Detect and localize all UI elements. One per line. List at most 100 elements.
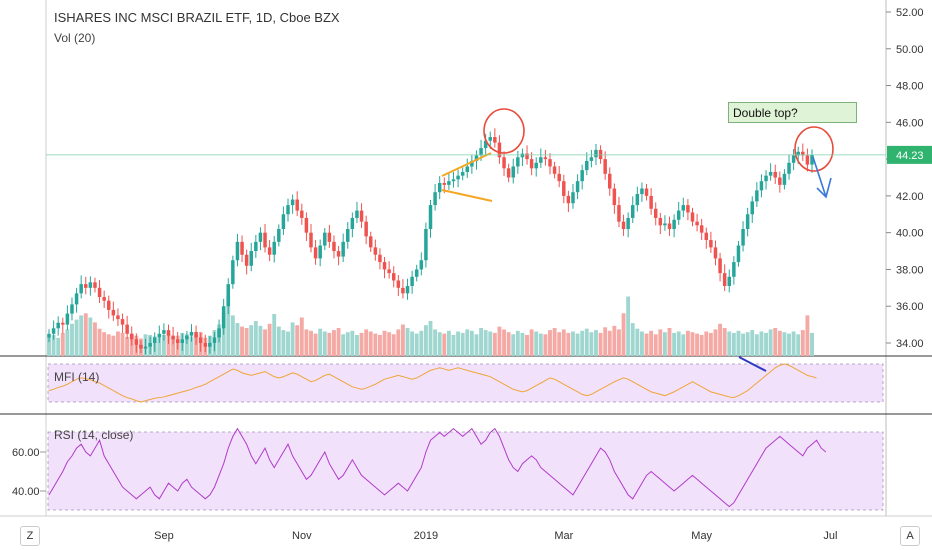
volume-bar [465,329,470,356]
candle [755,190,759,202]
volume-bar [396,329,401,356]
zoom-button[interactable]: Z [20,526,40,546]
candle [373,247,378,255]
volume-bar [272,314,277,356]
volume-bar [106,334,111,356]
frames [0,0,932,517]
annotations [441,108,834,372]
candle [727,276,732,286]
candle [194,331,198,338]
candle [617,205,621,222]
volume-bar [350,330,355,356]
volume-bar [322,331,327,356]
volume-bar [640,331,644,356]
candle [327,232,332,242]
candle [272,241,276,255]
candle [300,210,304,218]
volume-bar [341,334,346,356]
candle [529,159,534,169]
volume-bar [437,332,442,356]
triangle-upper-line [441,152,492,177]
candle [451,179,456,182]
candle [203,343,208,347]
volume-bar [525,335,529,356]
candle [382,262,387,270]
volume-bar [777,330,782,356]
top-circle-1 [483,108,525,154]
candle [125,324,129,334]
volume-bar [557,332,562,356]
double-top-note: Double top? [728,102,857,123]
candle [764,175,768,182]
volume-bar [405,328,410,356]
candle [695,221,699,226]
volume-bar [423,325,428,356]
volume-bar [492,332,497,356]
volume-bar [745,332,750,356]
volume-bar [460,332,465,356]
down-arrow-head-icon [816,177,832,199]
volume-bar [258,325,263,356]
volume-bar [327,332,332,356]
volume-bar [594,330,598,356]
candle [313,247,318,259]
candle [580,170,584,182]
volume-bar [681,334,686,356]
volume-bar [483,330,488,356]
volume-bar [552,328,557,356]
candle [323,232,327,246]
candle [801,151,805,156]
volume-bar [116,331,120,356]
volume-bar [226,296,231,356]
volume-bar [612,325,617,356]
candle [732,262,736,277]
volume-bar [782,332,787,356]
candle [56,322,60,329]
candle [84,284,88,288]
candle [359,210,364,222]
candle [405,285,410,294]
volume-bar [469,330,474,356]
rsi-tick-label: 40.00 [12,486,40,498]
candle [277,228,281,242]
volume-bar [125,337,130,356]
candle [295,199,299,211]
candle [759,181,764,191]
volume-bar [658,329,663,356]
volume-bar [548,330,552,356]
volume-bar [97,328,102,356]
volume-bar [446,330,451,356]
candle [787,162,791,174]
volume-bar [635,328,640,356]
candle [672,219,676,229]
candle [185,335,189,340]
time-tick-label: Sep [154,530,174,542]
candle [47,333,51,338]
candle [483,140,488,149]
candle [575,181,580,193]
candle [437,183,442,193]
candles [47,128,814,355]
candle [594,149,598,158]
volume-bar [161,335,166,356]
volume-bar [419,330,424,356]
candle [525,153,529,160]
price-tick-label: 36.00 [896,301,924,313]
candle [534,162,538,169]
volume-bar [171,337,176,356]
volume-bar [800,330,805,356]
candle [97,287,102,298]
candle [93,282,97,288]
candle [410,276,414,286]
candle [79,284,83,294]
candle [589,157,594,161]
volume-bar [653,334,658,356]
time-tick-label: 2019 [414,530,438,542]
candle [387,269,391,274]
volume-bar [332,330,336,356]
candle [88,282,93,288]
volume-bar [60,332,65,356]
candle [805,155,810,165]
auto-scale-button[interactable]: A [900,526,920,546]
volume-bar [235,323,240,356]
